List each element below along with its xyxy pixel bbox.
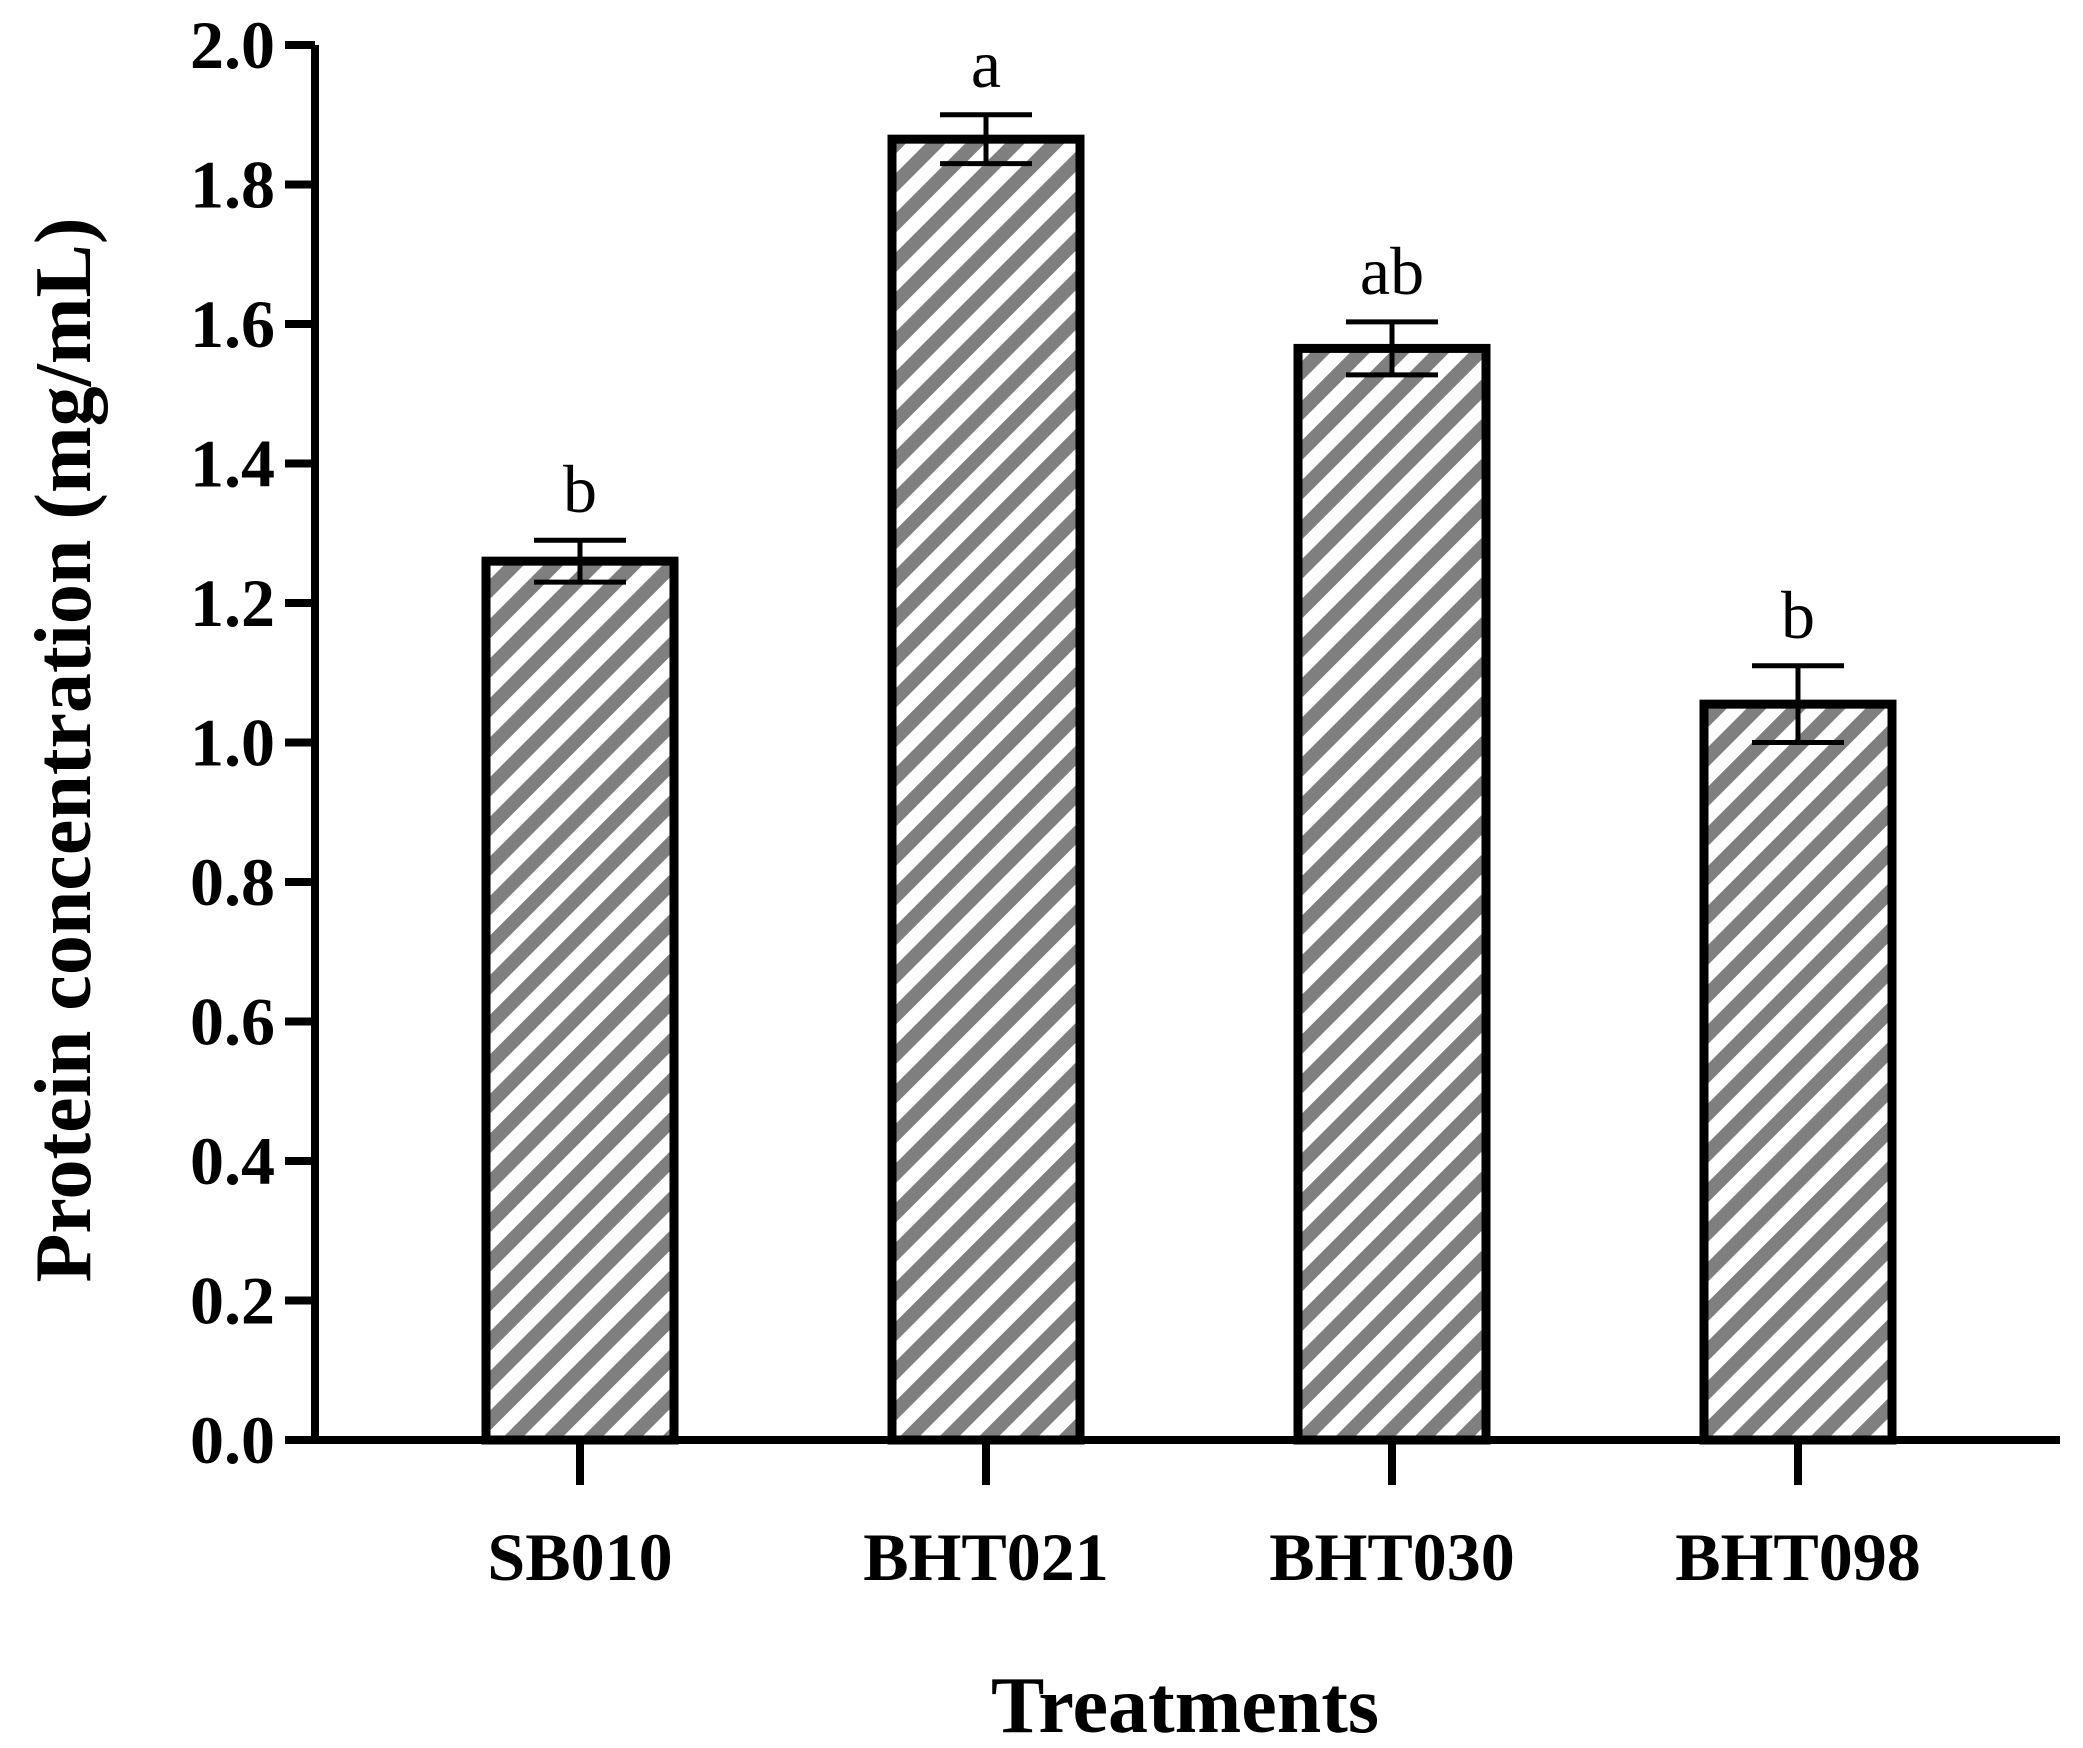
x-tick-label-sb010: SB010 (487, 1519, 672, 1595)
x-axis-title: Treatments (991, 1662, 1379, 1748)
y-tick-label: 2.0 (190, 7, 275, 83)
bar-sb010 (481, 556, 679, 1445)
x-tick-label-bht030: BHT030 (1269, 1519, 1515, 1595)
y-tick-label: 1.8 (190, 147, 275, 223)
x-tick-label-bht098: BHT098 (1675, 1519, 1921, 1595)
error-bars-group (534, 112, 1844, 745)
bars-group (481, 134, 1897, 1445)
y-tick-label: 1.0 (190, 705, 275, 781)
y-tick-label: 1.4 (190, 426, 275, 502)
y-tick-label: 0.2 (190, 1263, 275, 1339)
x-tick-label-bht021: BHT021 (863, 1519, 1109, 1595)
bar-bht021 (887, 134, 1085, 1445)
y-tick-label: 1.6 (190, 286, 275, 362)
bar-bht098 (1699, 699, 1897, 1445)
y-tick-label: 0.4 (190, 1123, 275, 1199)
y-axis: 0.0 0.2 0.4 0.6 0.8 1.0 1.2 1.4 1.6 1.8 2.0 (190, 7, 319, 1478)
y-tick-label: 0.0 (190, 1402, 275, 1478)
y-axis-title: Protein concentration (mg/mL) (20, 218, 108, 1283)
significance-letter-sb010: b (563, 451, 597, 527)
y-tick-label: 1.2 (190, 565, 275, 641)
bar-bht030 (1293, 343, 1491, 1445)
significance-letters-group: b a ab b (563, 26, 1815, 653)
significance-letter-bht098: b (1781, 577, 1815, 653)
y-tick-label: 0.6 (190, 984, 275, 1060)
significance-letter-bht021: a (971, 26, 1001, 102)
y-tick-label: 0.8 (190, 844, 275, 920)
x-axis: SB010 BHT021 BHT030 BHT098 (311, 1436, 2060, 1595)
significance-letter-bht030: ab (1360, 233, 1424, 309)
